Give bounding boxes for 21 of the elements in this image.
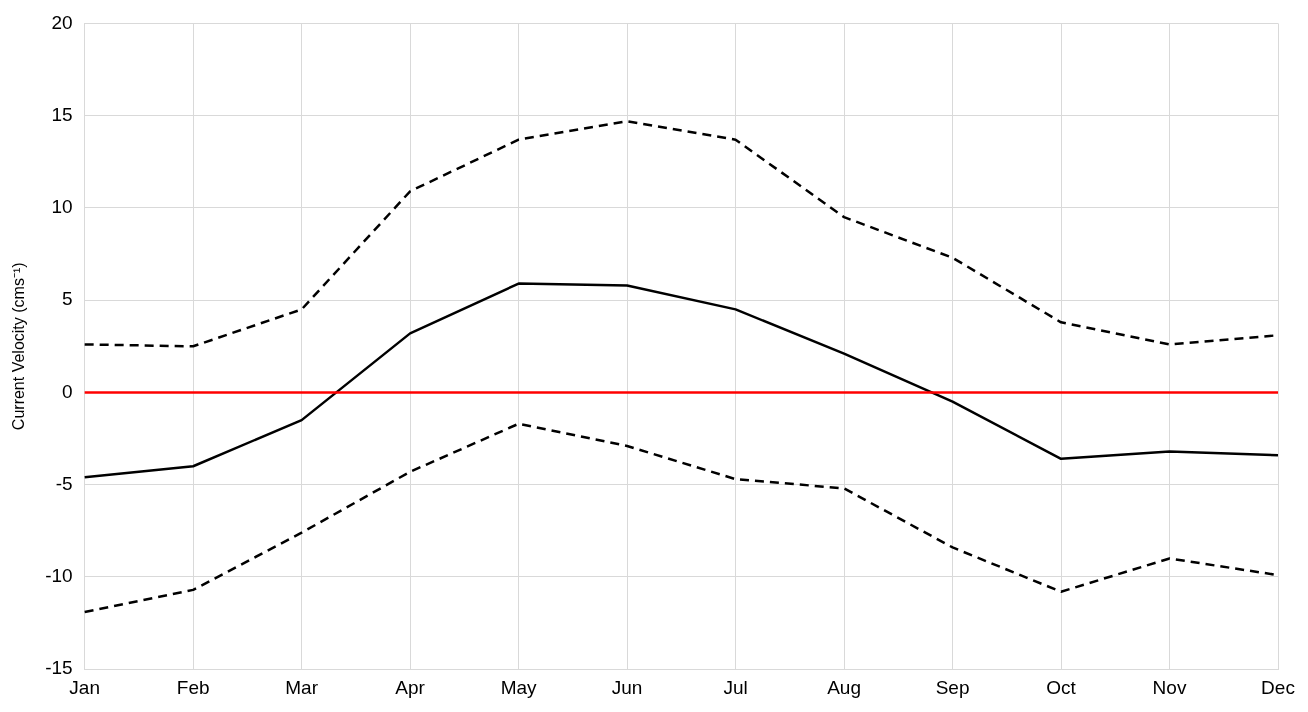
y-tick-label: 10 <box>51 196 73 218</box>
y-tick-label: -10 <box>45 565 73 587</box>
x-tick-label: Feb <box>176 676 210 698</box>
y-axis-title: Current Velocity (cms⁻¹) <box>10 262 28 431</box>
x-tick-label: Mar <box>285 676 319 698</box>
y-tick-label: 15 <box>51 103 73 125</box>
x-tick-label: Aug <box>827 676 861 698</box>
y-tick-label: 0 <box>62 380 73 402</box>
x-tick-label: Jun <box>611 676 643 698</box>
x-tick-label: Apr <box>395 676 426 698</box>
x-tick-label: Jan <box>69 676 100 698</box>
x-tick-label: Jul <box>723 676 748 698</box>
x-tick-label: Nov <box>1152 676 1187 698</box>
y-tick-label: 5 <box>62 288 73 310</box>
x-tick-label: Oct <box>1046 676 1077 698</box>
x-tick-label: Sep <box>935 676 970 698</box>
y-tick-label: 20 <box>51 11 73 33</box>
y-tick-label: -15 <box>45 657 73 679</box>
x-tick-label: Dec <box>1261 676 1295 698</box>
y-tick-label: -5 <box>55 472 73 494</box>
x-tick-label: May <box>500 676 538 698</box>
